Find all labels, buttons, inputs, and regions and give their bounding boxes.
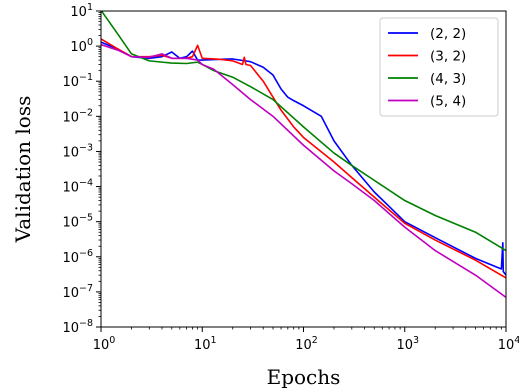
x-axis-title: Epochs [267, 365, 341, 389]
series-layer [101, 11, 506, 298]
x-tick-label: 102 [295, 335, 318, 353]
legend-box [379, 17, 499, 117]
tick-layer: 100 101 102 103 104 10−8 10−7 10−6 10−5 10−4 10−3 1… [62, 2, 519, 353]
y-tick-label: 10−7 [62, 283, 93, 301]
y-tick-label: 10−1 [62, 72, 93, 90]
x-tick-label: 101 [194, 335, 217, 353]
y-tick-label: 10−4 [62, 178, 93, 196]
legend: (2, 2) (3, 2) (4, 3) (5, 4) [379, 17, 499, 117]
series-line-4 [101, 43, 506, 298]
y-tick-label: 10−2 [62, 107, 93, 125]
y-tick-label: 10−6 [62, 248, 93, 266]
y-tick-label: 10−8 [62, 318, 93, 336]
legend-label-1: (2, 2) [430, 26, 466, 42]
legend-label-2: (3, 2) [430, 49, 466, 65]
x-tick-label: 103 [396, 335, 419, 353]
plot-frame [100, 10, 507, 328]
y-tick-label: 10−3 [62, 142, 93, 160]
legend-label-3: (4, 3) [430, 71, 466, 87]
y-tick-label: 10−5 [62, 213, 93, 231]
legend-label-4: (5, 4) [430, 94, 466, 110]
series-line-3 [101, 11, 506, 252]
y-tick-label: 100 [70, 37, 93, 55]
x-tick-label: 104 [498, 335, 519, 353]
y-axis-title: Validation loss [11, 96, 35, 244]
x-tick-label: 100 [93, 335, 116, 353]
y-tick-label: 101 [70, 2, 93, 20]
series-line-1 [101, 41, 506, 276]
